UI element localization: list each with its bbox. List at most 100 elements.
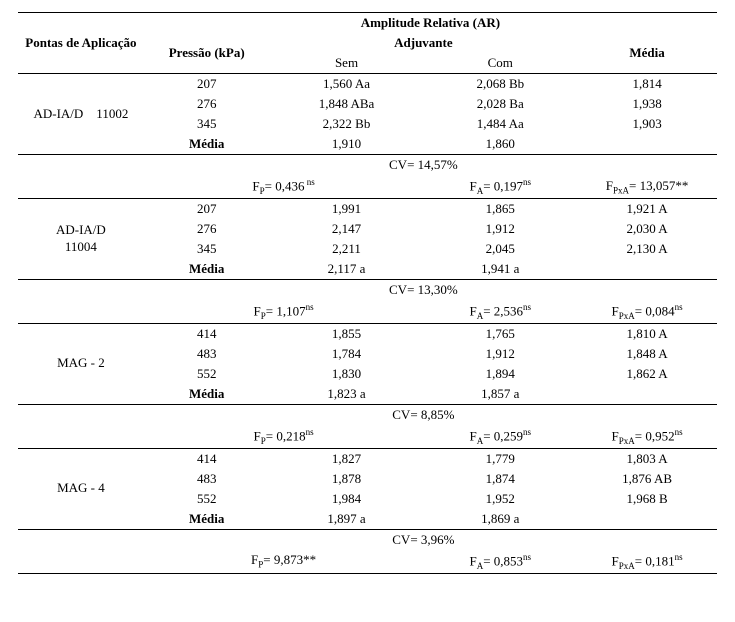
fstat-fa: FA= 0,259ns [423,425,577,448]
cv-value: CV= 13,30% [270,279,578,300]
media-sem: 1,910 [270,134,424,155]
cell-sem: 2,147 [270,219,424,239]
cell-com: 1,952 [423,489,577,509]
fstat-fpa: FPxA= 13,057** [577,175,717,198]
hdr-ar: Amplitude Relativa (AR) [144,13,717,34]
cell-media: 1,848 A [577,344,717,364]
cell-media: 1,862 A [577,364,717,384]
cell-com: 2,068 Bb [423,74,577,95]
cell-press: 552 [144,364,270,384]
cell-press: 207 [144,198,270,219]
media-sem: 2,117 a [270,259,424,280]
cell-com: 1,765 [423,323,577,344]
cell-press: 552 [144,489,270,509]
cell-press: 276 [144,94,270,114]
cell-com: 2,045 [423,239,577,259]
cell-press: 414 [144,323,270,344]
table-header: Pontas de Aplicação Amplitude Relativa (… [18,13,717,74]
cell-sem: 1,560 Aa [270,74,424,95]
media-com: 1,869 a [423,509,577,530]
hdr-sem: Sem [270,53,424,74]
fstat-fa: FA= 0,853ns [423,550,577,573]
cell-media: 1,876 AB [577,469,717,489]
fstat-fpa: FPxA= 0,952ns [577,425,717,448]
cell-media: 2,030 A [577,219,717,239]
cell-press: 345 [144,114,270,134]
media-sem: 1,823 a [270,384,424,405]
fstat-fa: FA= 2,536ns [423,300,577,323]
cell-sem: 1,784 [270,344,424,364]
media-com: 1,941 a [423,259,577,280]
fstat-fp: FP= 0,218ns [144,425,424,448]
cv-row: CV= 3,96% [18,529,717,550]
media-label: Média [144,384,270,405]
cell-sem: 1,848 ABa [270,94,424,114]
fstat-fp: FP= 0,436 ns [144,175,424,198]
media-label: Média [144,134,270,155]
media-tot [577,384,717,405]
cell-sem: 1,855 [270,323,424,344]
fstat-row: FP= 0,218nsFA= 0,259nsFPxA= 0,952ns [18,425,717,448]
media-tot [577,134,717,155]
fstat-row: FP= 1,107nsFA= 2,536nsFPxA= 0,084ns [18,300,717,323]
table-row: MAG - 44141,8271,7791,803 A [18,448,717,469]
cell-media: 1,814 [577,74,717,95]
pontas-label: AD-IA/D11004 [18,198,144,279]
cell-press: 483 [144,344,270,364]
ar-table: Pontas de Aplicação Amplitude Relativa (… [18,12,717,574]
media-tot [577,509,717,530]
table-row: MAG - 24141,8551,7651,810 A [18,323,717,344]
cell-sem: 2,322 Bb [270,114,424,134]
hdr-pressao: Pressão (kPa) [144,33,270,74]
cell-press: 207 [144,74,270,95]
pontas-label: AD-IA/D 11002 [18,74,144,155]
table-row: AD-IA/D 110022071,560 Aa2,068 Bb1,814 [18,74,717,95]
fstat-row: FP= 9,873**FA= 0,853nsFPxA= 0,181ns [18,550,717,573]
cell-media: 1,921 A [577,198,717,219]
cell-com: 1,484 Aa [423,114,577,134]
cell-sem: 1,827 [270,448,424,469]
cell-com: 2,028 Ba [423,94,577,114]
media-com: 1,860 [423,134,577,155]
media-label: Média [144,509,270,530]
media-sem: 1,897 a [270,509,424,530]
cell-sem: 1,878 [270,469,424,489]
cell-com: 1,779 [423,448,577,469]
hdr-com: Com [423,53,577,74]
cv-value: CV= 8,85% [270,404,578,425]
media-com: 1,857 a [423,384,577,405]
cell-com: 1,912 [423,219,577,239]
pontas-label: MAG - 4 [18,448,144,529]
pontas-label: MAG - 2 [18,323,144,404]
cell-press: 345 [144,239,270,259]
cv-value: CV= 14,57% [270,155,578,176]
cell-press: 414 [144,448,270,469]
cell-media: 1,803 A [577,448,717,469]
cell-sem: 2,211 [270,239,424,259]
cell-com: 1,865 [423,198,577,219]
table-row: AD-IA/D110042071,9911,8651,921 A [18,198,717,219]
fstat-fp: FP= 9,873** [144,550,424,573]
cell-com: 1,912 [423,344,577,364]
cell-com: 1,874 [423,469,577,489]
cell-media: 1,903 [577,114,717,134]
fstat-fpa: FPxA= 0,084ns [577,300,717,323]
fstat-fa: FA= 0,197ns [423,175,577,198]
media-tot [577,259,717,280]
cv-row: CV= 14,57% [18,155,717,176]
fstat-fp: FP= 1,107ns [144,300,424,323]
hdr-pontas: Pontas de Aplicação [18,13,144,74]
cell-com: 1,894 [423,364,577,384]
cell-media: 1,938 [577,94,717,114]
cv-row: CV= 8,85% [18,404,717,425]
media-label: Média [144,259,270,280]
cell-sem: 1,984 [270,489,424,509]
cell-sem: 1,991 [270,198,424,219]
cell-press: 483 [144,469,270,489]
cv-value: CV= 3,96% [270,529,578,550]
fstat-row: FP= 0,436 nsFA= 0,197nsFPxA= 13,057** [18,175,717,198]
cell-media: 1,810 A [577,323,717,344]
hdr-adjuvante: Adjuvante [270,33,578,53]
cell-press: 276 [144,219,270,239]
cv-row: CV= 13,30% [18,279,717,300]
